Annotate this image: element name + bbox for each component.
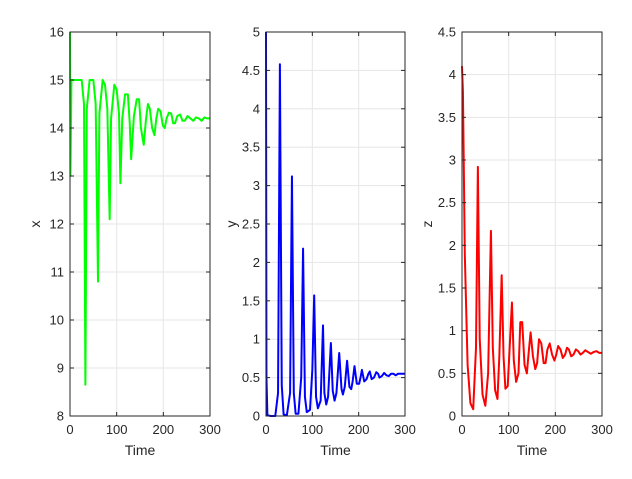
y-tick-label: 0.5: [242, 370, 260, 385]
series-line-x: [69, 31, 210, 386]
subplot-y: 0 100 200 300 0 0.5 1 1.5 2 2.5 3 3.5 4 4.5 5 Time y: [223, 25, 416, 459]
y-tick-label: 2.5: [438, 195, 456, 210]
y-tick-label: 2: [449, 238, 456, 253]
x-tick-label: 100: [301, 422, 323, 437]
y-tick-label: 10: [50, 313, 64, 328]
y-tick-label: 13: [50, 169, 64, 184]
y-tick-label: 2: [253, 255, 260, 270]
x-axis-label: Time: [125, 442, 156, 458]
subplot-z: 0 100 200 300 0 0.5 1 1.5 2 2.5 3 3.5 4 4.5 Time z: [419, 25, 613, 459]
y-tick-label: 3: [253, 178, 260, 193]
y-axis-label: z: [419, 221, 435, 228]
y-tick-label: 9: [57, 361, 64, 376]
y-tick-label: 4.5: [438, 25, 456, 40]
y-tick-label: 5: [253, 25, 260, 40]
x-tick-label: 200: [348, 422, 370, 437]
y-tick-label: 2.5: [242, 217, 260, 232]
y-tick-label: 14: [50, 121, 64, 136]
x-tick-label: 200: [152, 422, 174, 437]
x-tick-label: 100: [498, 422, 520, 437]
x-tick-label: 200: [544, 422, 566, 437]
series-line-z: [461, 66, 602, 411]
x-tick-label: 100: [106, 422, 128, 437]
y-tick-label: 1: [449, 323, 456, 338]
subplot-x: 0 100 200 300 8 9 10 11 12 13 14 15 16 Time x: [27, 25, 221, 459]
x-tick-label: 300: [591, 422, 613, 437]
y-tick-label: 16: [50, 25, 64, 40]
axes-box: [461, 31, 603, 417]
x-tick-label: 0: [66, 422, 73, 437]
y-tick-label: 1: [253, 332, 260, 347]
y-tick-label: 4: [449, 67, 456, 82]
y-tick-label: 0.5: [438, 366, 456, 381]
y-axis-label: y: [223, 221, 239, 228]
y-tick-label: 15: [50, 73, 64, 88]
y-tick-label: 4: [253, 101, 260, 116]
x-axis-label: Time: [320, 442, 351, 458]
x-tick-label: 300: [394, 422, 416, 437]
y-tick-label: 3.5: [242, 140, 260, 155]
y-tick-label: 0: [449, 409, 456, 424]
x-axis-label: Time: [517, 442, 548, 458]
x-tick-label: 0: [458, 422, 465, 437]
x-tick-label: 300: [199, 422, 221, 437]
y-tick-label: 0: [253, 409, 260, 424]
y-tick-label: 11: [51, 265, 65, 280]
y-axis-label: x: [27, 221, 43, 228]
y-tick-label: 4.5: [242, 63, 260, 78]
y-tick-label: 3: [449, 153, 456, 168]
plot-area: [462, 32, 602, 416]
y-tick-label: 3.5: [438, 110, 456, 125]
y-tick-label: 8: [57, 409, 64, 424]
y-tick-label: 1.5: [438, 281, 456, 296]
x-tick-label: 0: [262, 422, 269, 437]
y-tick-label: 1.5: [242, 293, 260, 308]
y-tick-label: 12: [50, 217, 64, 232]
series-line-y: [265, 31, 405, 417]
